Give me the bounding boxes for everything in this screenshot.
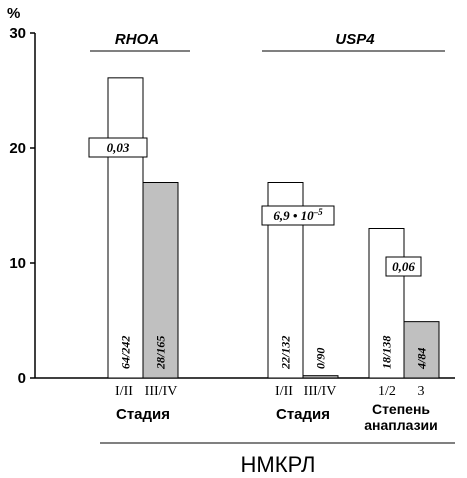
pvalue-rhoa_stage: 0,03 bbox=[107, 140, 130, 155]
caption-usp4_grade-line-1: анаплазии bbox=[364, 417, 438, 433]
category-label-usp4_stage-0: I/II bbox=[275, 384, 293, 399]
caption-rhoa_stage: Стадия bbox=[116, 406, 170, 423]
pvalue-usp4_grade: 0,06 bbox=[392, 259, 415, 274]
bar-label-usp4_stage-1: 0/90 bbox=[314, 348, 328, 369]
category-label-usp4_grade-0: 1/2 bbox=[378, 384, 396, 399]
caption-usp4_stage: Стадия bbox=[276, 406, 330, 423]
bar-rhoa_stage-1 bbox=[142, 182, 179, 379]
y-tick-label: 20 bbox=[9, 140, 26, 157]
category-label-rhoa_stage-0: I/II bbox=[115, 384, 133, 399]
footer-label: НМКРЛ bbox=[241, 452, 316, 477]
bar-label-rhoa_stage-1: 28/165 bbox=[154, 336, 168, 370]
category-label-rhoa_stage-1: III/IV bbox=[145, 384, 178, 399]
category-label-usp4_stage-1: III/IV bbox=[304, 384, 337, 399]
caption-usp4_grade-line-0: Степень bbox=[372, 401, 430, 417]
bar-usp4_grade-0 bbox=[368, 228, 405, 379]
bar-label-usp4_grade-0: 18/138 bbox=[380, 336, 394, 369]
bar-rhoa_stage-0 bbox=[107, 77, 144, 379]
y-tick-label: 0 bbox=[18, 370, 26, 387]
bar-usp4_stage-1 bbox=[302, 375, 339, 379]
pvalue-box-usp4_grade bbox=[385, 256, 422, 277]
pvalue-usp4_stage: 6,9 • 10–5 bbox=[273, 207, 323, 223]
bar-label-usp4_grade-1: 4/84 bbox=[415, 348, 429, 370]
pvalue-exponent: –5 bbox=[313, 207, 324, 217]
category-label-usp4_grade-1: 3 bbox=[418, 384, 425, 399]
y-tick-label: 30 bbox=[9, 25, 26, 42]
group-header-usp4: USP4 bbox=[335, 31, 375, 48]
bar-label-usp4_stage-0: 22/132 bbox=[279, 336, 293, 370]
group-header-rhoa: RHOA bbox=[115, 31, 159, 48]
bar-label-rhoa_stage-0: 64/242 bbox=[119, 336, 133, 369]
pvalue-box-usp4_stage bbox=[261, 205, 335, 226]
y-unit-label: % bbox=[7, 5, 20, 22]
y-tick-label: 10 bbox=[9, 255, 26, 272]
bar-usp4_grade-1 bbox=[403, 321, 440, 379]
pvalue-box-rhoa_stage bbox=[88, 137, 148, 158]
